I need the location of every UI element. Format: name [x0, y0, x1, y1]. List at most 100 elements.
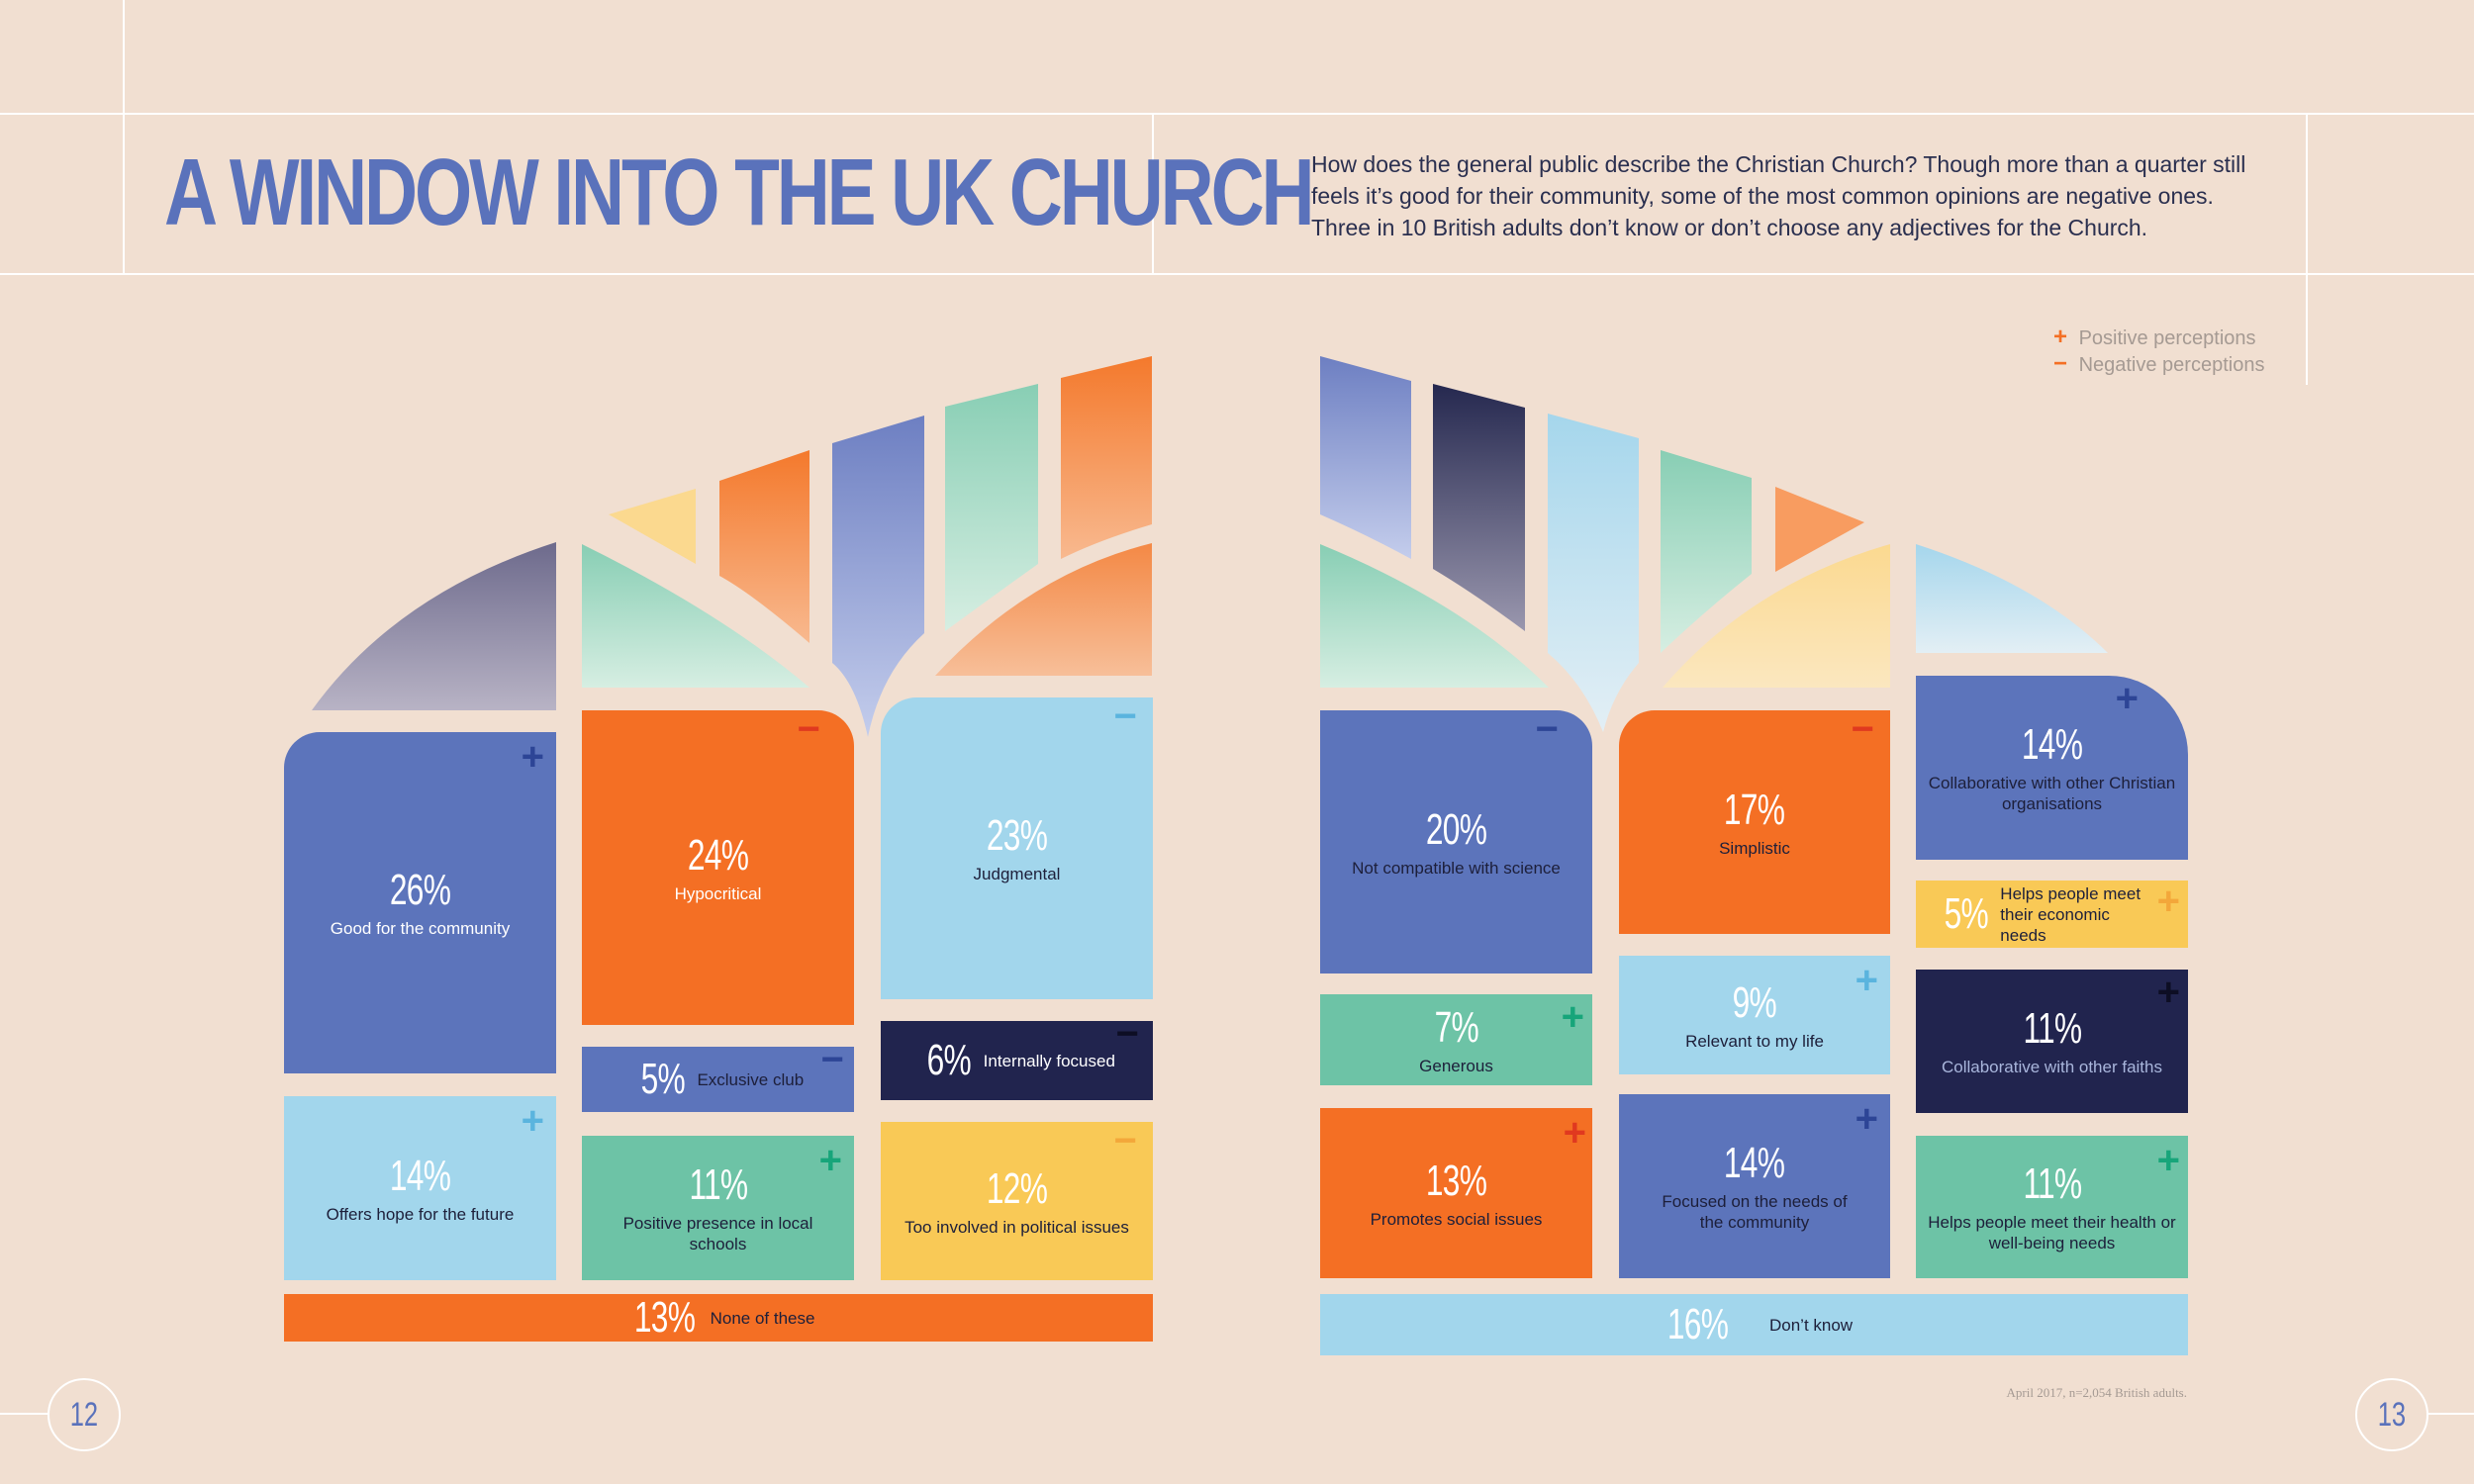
- source-note: April 2017, n=2,054 British adults.: [2006, 1385, 2187, 1400]
- tile-percentage: 7%: [1434, 1002, 1478, 1052]
- tile-percentage: 5%: [1944, 889, 1988, 938]
- tile-percentage: 20%: [1425, 804, 1487, 854]
- tile-percentage: 23%: [986, 811, 1048, 860]
- tile-political: − 12% Too involved in political issues: [881, 1119, 1153, 1280]
- tile-dont-know: 16% Don’t know: [1320, 1294, 2188, 1355]
- tile-label: Helps people meet their economic needs: [2000, 883, 2141, 945]
- tile-schools: + 11% Positive presence in local schools: [582, 1136, 854, 1280]
- page-number-left: 12: [48, 1378, 121, 1451]
- page-number-right-text: 13: [2377, 1395, 2407, 1434]
- tile-percentage: 26%: [389, 866, 451, 914]
- legend-negative-label: Negative perceptions: [2078, 354, 2265, 376]
- tile-label: Positive presence in local schools: [622, 1214, 813, 1253]
- tile-none-of-these: 13% None of these: [284, 1294, 1153, 1342]
- plus-icon: +: [2156, 1139, 2180, 1182]
- legend-positive: + Positive perceptions: [2053, 325, 2264, 351]
- tile-judgmental: − 23% Judgmental: [881, 695, 1153, 999]
- tile-percentage: 14%: [1724, 1139, 1785, 1187]
- tile-good-for-community: + 26% Good for the community: [284, 732, 556, 1073]
- plus-icon: +: [521, 1099, 544, 1143]
- tile-label: Collaborative with other faiths: [1941, 1058, 2162, 1076]
- page-number-left-text: 12: [69, 1395, 99, 1434]
- tile-relevant: + 9% Relevant to my life: [1619, 956, 1890, 1074]
- tile-exclusive-club: − 5% Exclusive club: [582, 1040, 854, 1112]
- tile-economic-needs: + 5% Helps people meet their economic ne…: [1916, 881, 2188, 948]
- tile-social-issues: + 13% Promotes social issues: [1320, 1108, 1592, 1278]
- tile-label: Don’t know: [1768, 1315, 1854, 1335]
- tile-percentage: 12%: [986, 1163, 1048, 1213]
- tile-percentage: 13%: [1425, 1156, 1487, 1205]
- tile-percentage: 11%: [2023, 1004, 2082, 1053]
- tile-hypocritical: − 24% Hypocritical: [582, 707, 854, 1025]
- tile-label: Focused on the needs of the community: [1662, 1192, 1848, 1232]
- tile-label: Internally focused: [983, 1051, 1115, 1070]
- page-number-right: 13: [2355, 1378, 2428, 1451]
- tile-percentage: 11%: [689, 1160, 748, 1209]
- minus-icon: −: [1535, 707, 1559, 751]
- tile-percentage: 14%: [2021, 720, 2083, 769]
- tile-label: Generous: [1419, 1056, 1493, 1075]
- minus-icon: −: [797, 707, 820, 751]
- tile-simplistic: − 17% Simplistic: [1619, 707, 1890, 934]
- tile-label: None of these: [710, 1308, 815, 1328]
- tile-percentage: 16%: [1666, 1300, 1729, 1348]
- tile-label: Helps people meet their health or well-b…: [1928, 1213, 2176, 1252]
- plus-icon: +: [1563, 1111, 1586, 1155]
- tile-generous: + 7% Generous: [1320, 994, 1592, 1085]
- frame-line-bottom-right: [2426, 1413, 2474, 1415]
- tile-health-needs: + 11% Helps people meet their health or …: [1916, 1136, 2188, 1278]
- plus-icon: +: [818, 1139, 842, 1182]
- plus-icon: +: [2053, 324, 2068, 350]
- minus-icon: −: [1851, 707, 1874, 751]
- tile-percentage: 13%: [633, 1293, 695, 1342]
- tile-percentage: 11%: [2023, 1159, 2082, 1208]
- plus-icon: +: [1561, 995, 1584, 1039]
- minus-icon: −: [820, 1038, 844, 1081]
- plus-icon: +: [1855, 1097, 1878, 1141]
- minus-icon: −: [1113, 695, 1137, 738]
- tile-label: Simplistic: [1719, 838, 1790, 858]
- tile-label: Good for the community: [330, 919, 511, 938]
- legend-negative: − Negative perceptions: [2053, 351, 2264, 378]
- frame-line-bottom-left: [0, 1413, 49, 1415]
- tile-percentage: 14%: [389, 1151, 451, 1200]
- frame-line-header-bottom: [0, 273, 2474, 275]
- frame-line-right: [2306, 113, 2308, 385]
- tile-label: Offers hope for the future: [326, 1204, 515, 1224]
- tile-label: Not compatible with science: [1352, 858, 1561, 878]
- tile-label: Too involved in political issues: [904, 1217, 1129, 1237]
- tile-collab-faiths: + 11% Collaborative with other faiths: [1916, 970, 2188, 1113]
- minus-icon: −: [2053, 350, 2068, 377]
- tile-label: Exclusive club: [697, 1069, 805, 1089]
- plus-icon: +: [2156, 880, 2180, 923]
- tile-percentage: 9%: [1732, 977, 1777, 1027]
- tile-not-compatible-science: − 20% Not compatible with science: [1320, 707, 1592, 974]
- plus-icon: +: [2156, 971, 2180, 1014]
- frame-line-top: [0, 113, 2474, 115]
- tile-percentage: 17%: [1724, 785, 1785, 834]
- legend: + Positive perceptions − Negative percep…: [2053, 325, 2264, 378]
- page-title: A WINDOW INTO THE UK CHURCH: [164, 139, 1315, 245]
- intro-text: How does the general public describe the…: [1311, 151, 2246, 240]
- tile-label: Promotes social issues: [1370, 1209, 1543, 1229]
- plus-icon: +: [521, 735, 544, 779]
- tile-percentage: 5%: [640, 1055, 685, 1103]
- legend-positive-label: Positive perceptions: [2078, 327, 2256, 349]
- tile-community-needs: + 14% Focused on the needs of the commun…: [1619, 1094, 1890, 1278]
- frame-line-left: [123, 0, 125, 275]
- minus-icon: −: [1115, 1012, 1139, 1056]
- tile-internally-focused: − 6% Internally focused: [881, 1014, 1153, 1100]
- plus-icon: +: [2115, 677, 2139, 720]
- minus-icon: −: [1113, 1119, 1137, 1162]
- tile-percentage: 6%: [926, 1036, 972, 1084]
- plus-icon: +: [1855, 959, 1878, 1002]
- tile-label: Relevant to my life: [1685, 1031, 1824, 1051]
- tile-collab-christian: + 14% Collaborative with other Christian…: [1916, 676, 2188, 860]
- tile-label: Judgmental: [973, 865, 1061, 883]
- tile-offers-hope: + 14% Offers hope for the future: [284, 1096, 556, 1280]
- frame-line-center: [1152, 113, 1154, 275]
- tile-percentage: 24%: [687, 830, 749, 880]
- tile-label: Hypocritical: [674, 883, 762, 903]
- tile-label: Collaborative with other Christian organ…: [1928, 774, 2176, 813]
